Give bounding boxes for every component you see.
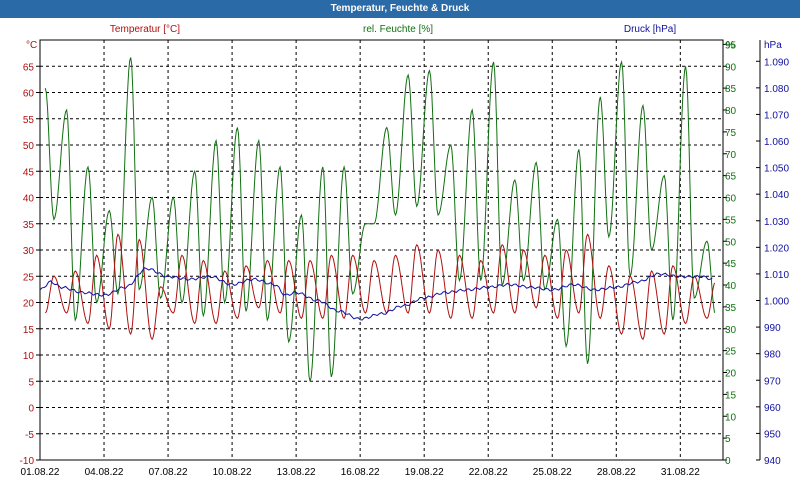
x-tick-label: 07.08.22 (149, 467, 188, 478)
humidity-tick-label: 55 (725, 215, 737, 226)
pressure-tick-label: 960 (764, 403, 781, 414)
x-tick-label: 31.08.22 (661, 467, 700, 478)
humidity-tick-label: 50 (725, 237, 737, 248)
temperature-tick-label: -10 (20, 456, 35, 467)
temperature-tick-label: 60 (23, 89, 35, 100)
temperature-tick-label: 35 (23, 220, 35, 231)
x-tick-label: 28.08.22 (597, 467, 636, 478)
humidity-tick-label: 90 (725, 62, 737, 73)
humidity-tick-label: 75 (725, 128, 737, 139)
temperature-tick-label: 65 (23, 62, 35, 73)
pressure-tick-label: 1.000 (764, 297, 789, 308)
pressure-tick-label: 1.090 (764, 57, 789, 68)
humidity-tick-label: 65 (725, 172, 737, 183)
humidity-tick-label: 10 (725, 412, 737, 423)
temperature-tick-label: 25 (23, 272, 35, 283)
pressure-series-line (39, 267, 713, 321)
pressure-tick-label: 940 (764, 456, 781, 467)
humidity-series-line (44, 57, 715, 382)
temperature-tick-label: 45 (23, 167, 35, 178)
x-tick-label: 04.08.22 (85, 467, 124, 478)
x-tick-label: 22.08.22 (469, 467, 508, 478)
temperature-unit-label: °C (26, 40, 37, 51)
humidity-tick-label: 15 (725, 390, 737, 401)
pressure-tick-label: 1.050 (764, 164, 789, 175)
x-tick-label: 19.08.22 (405, 467, 444, 478)
window-title: Temperatur, Feuchte & Druck (0, 0, 800, 18)
pressure-tick-label: 1.070 (764, 110, 789, 121)
pressure-tick-label: 990 (764, 323, 781, 334)
pressure-tick-label: 950 (764, 429, 781, 440)
humidity-tick-label: 35 (725, 303, 737, 314)
temperature-tick-label: 15 (23, 325, 35, 336)
humidity-axis-title: rel. Feuchte [%] (363, 24, 433, 35)
pressure-axis-title: Druck [hPa] (624, 24, 676, 35)
temperature-tick-label: 30 (23, 246, 35, 257)
axes: 01.08.22 04.08.22 07.08.22 10.08.22 13.08.22… (20, 40, 789, 478)
temperature-tick-label: 5 (28, 377, 34, 388)
humidity-tick-label: 0 (725, 456, 731, 467)
humidity-tick-label: 5 (725, 434, 731, 445)
chart: 01.08.22 04.08.22 07.08.22 10.08.22 13.08.22… (0, 18, 800, 500)
humidity-tick-label: 60 (725, 194, 737, 205)
humidity-tick-label: 40 (725, 281, 737, 292)
temperature-tick-label: 0 (28, 404, 34, 415)
humidity-unit-label: % (726, 40, 735, 51)
temperature-tick-label: 50 (23, 141, 35, 152)
x-tick-label: 16.08.22 (341, 467, 380, 478)
pressure-tick-label: 980 (764, 350, 781, 361)
x-tick-label: 13.08.22 (277, 467, 316, 478)
x-tick-label: 25.08.22 (533, 467, 572, 478)
pressure-tick-label: 1.020 (764, 243, 789, 254)
pressure-tick-label: 1.040 (764, 190, 789, 201)
temperature-tick-label: 20 (23, 299, 35, 310)
temperature-tick-label: -5 (25, 430, 34, 441)
humidity-tick-label: 70 (725, 150, 737, 161)
humidity-tick-label: 80 (725, 106, 737, 117)
pressure-unit-label: hPa (764, 40, 782, 51)
temperature-tick-label: 40 (23, 194, 35, 205)
humidity-tick-label: 95 (725, 40, 737, 51)
series-layer (39, 57, 715, 382)
pressure-tick-label: 1.010 (764, 270, 789, 281)
humidity-tick-label: 25 (725, 347, 737, 358)
x-tick-label: 10.08.22 (213, 467, 252, 478)
temperature-axis-title: Temperatur [°C] (110, 24, 180, 35)
pressure-tick-label: 1.030 (764, 217, 789, 228)
humidity-tick-label: 30 (725, 325, 737, 336)
x-tick-label: 01.08.22 (21, 467, 60, 478)
pressure-tick-label: 1.080 (764, 84, 789, 95)
temperature-tick-label: 10 (23, 351, 35, 362)
pressure-tick-label: 1.060 (764, 137, 789, 148)
humidity-tick-label: 20 (725, 369, 737, 380)
humidity-tick-label: 85 (725, 84, 737, 95)
pressure-tick-label: 970 (764, 376, 781, 387)
temperature-series-line (44, 233, 715, 341)
temperature-tick-label: 55 (23, 115, 35, 126)
humidity-tick-label: 45 (725, 259, 737, 270)
